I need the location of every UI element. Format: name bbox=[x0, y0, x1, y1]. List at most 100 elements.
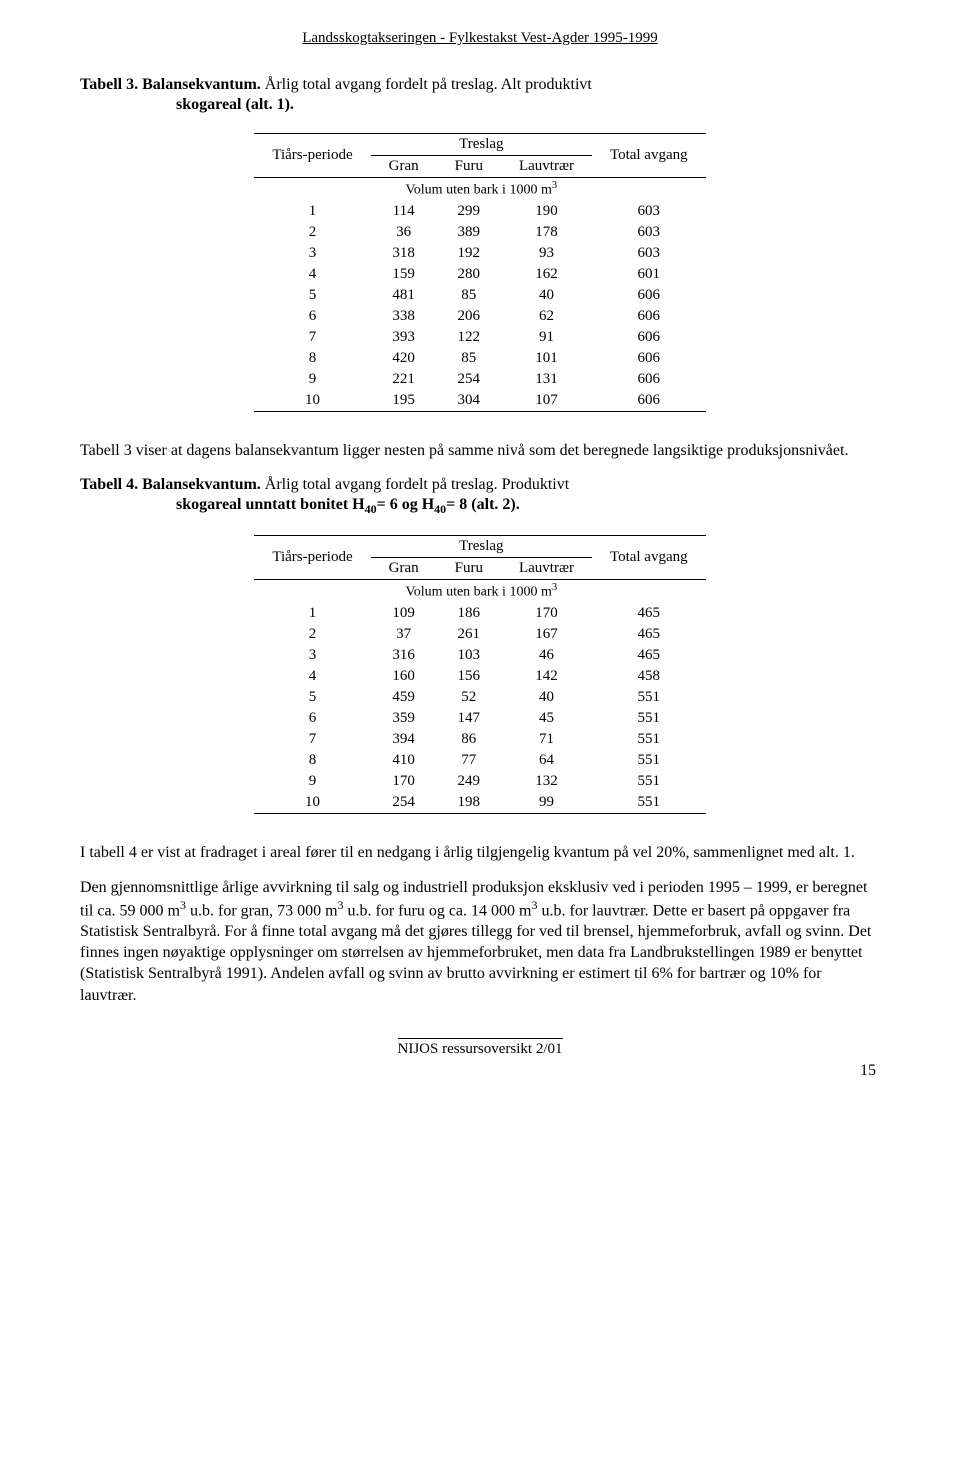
table-row: 54595240551 bbox=[254, 687, 705, 708]
table-row: 331819293603 bbox=[254, 243, 705, 264]
table-cell: 359 bbox=[371, 708, 437, 729]
table-cell: 159 bbox=[371, 264, 437, 285]
table-row: 842085101606 bbox=[254, 348, 705, 369]
table-cell: 458 bbox=[592, 666, 706, 687]
table-cell: 318 bbox=[371, 243, 437, 264]
table-cell: 64 bbox=[501, 750, 592, 771]
table-cell: 221 bbox=[371, 369, 437, 390]
table-cell: 606 bbox=[592, 348, 706, 369]
table-row: 1114299190603 bbox=[254, 201, 705, 222]
table-row: 4159280162601 bbox=[254, 264, 705, 285]
table-cell: 1 bbox=[254, 201, 370, 222]
table-cell: 37 bbox=[371, 624, 437, 645]
table-cell: 6 bbox=[254, 708, 370, 729]
table-cell: 107 bbox=[501, 390, 592, 412]
paragraph-after-table4: I tabell 4 er vist at fradraget i areal … bbox=[80, 842, 880, 863]
paragraph-between-tables: Tabell 3 viser at dagens balansekvantum … bbox=[80, 440, 880, 461]
page-number: 15 bbox=[80, 1062, 880, 1080]
table-cell: 52 bbox=[437, 687, 501, 708]
table-cell: 299 bbox=[437, 201, 501, 222]
table3-group-treslag: Treslag bbox=[371, 134, 592, 156]
table4-caption-rest1: Årlig total avgang fordelt på treslag. P… bbox=[261, 476, 569, 493]
table-cell: 5 bbox=[254, 687, 370, 708]
table3-unit: Volum uten bark i 1000 m3 bbox=[371, 178, 592, 201]
table-cell: 2 bbox=[254, 624, 370, 645]
table-cell: 4 bbox=[254, 264, 370, 285]
table-cell: 8 bbox=[254, 348, 370, 369]
table4-caption-rest2: skogareal unntatt bonitet H40= 6 og H40=… bbox=[176, 495, 880, 517]
table-cell: 249 bbox=[437, 771, 501, 792]
table-row: 331610346465 bbox=[254, 645, 705, 666]
table-cell: 71 bbox=[501, 729, 592, 750]
table-row: 9170249132551 bbox=[254, 771, 705, 792]
table-cell: 1 bbox=[254, 603, 370, 624]
table-cell: 77 bbox=[437, 750, 501, 771]
table-cell: 606 bbox=[592, 327, 706, 348]
table3-caption-rest1: Årlig total avgang fordelt på treslag. A… bbox=[261, 76, 592, 93]
table-row: 1109186170465 bbox=[254, 603, 705, 624]
table-cell: 156 bbox=[437, 666, 501, 687]
table-cell: 7 bbox=[254, 729, 370, 750]
table-cell: 114 bbox=[371, 201, 437, 222]
running-header: Landsskogtakseringen - Fylkestakst Vest-… bbox=[80, 30, 880, 47]
table-cell: 122 bbox=[437, 327, 501, 348]
table-cell: 103 bbox=[437, 645, 501, 666]
table-cell: 606 bbox=[592, 369, 706, 390]
table-cell: 551 bbox=[592, 771, 706, 792]
table3-caption-rest2: skogareal (alt. 1). bbox=[176, 95, 880, 115]
table-cell: 254 bbox=[371, 792, 437, 814]
table-cell: 142 bbox=[501, 666, 592, 687]
table-cell: 551 bbox=[592, 687, 706, 708]
table-cell: 10 bbox=[254, 390, 370, 412]
table-cell: 36 bbox=[371, 222, 437, 243]
table-cell: 603 bbox=[592, 222, 706, 243]
table-cell: 170 bbox=[501, 603, 592, 624]
table3-col-total: Total avgang bbox=[592, 134, 706, 178]
table-cell: 606 bbox=[592, 390, 706, 412]
table4-caption-lead: Tabell 4. Balansekvantum. bbox=[80, 476, 261, 493]
table-row: 84107764551 bbox=[254, 750, 705, 771]
table-row: 54818540606 bbox=[254, 285, 705, 306]
table-cell: 85 bbox=[437, 348, 501, 369]
footer: NIJOS ressursoversikt 2/01 bbox=[80, 1038, 880, 1058]
table-cell: 3 bbox=[254, 243, 370, 264]
table3-col-period: Tiårs-periode bbox=[254, 134, 370, 178]
table-cell: 40 bbox=[501, 687, 592, 708]
table-cell: 3 bbox=[254, 645, 370, 666]
table-cell: 459 bbox=[371, 687, 437, 708]
table-cell: 91 bbox=[501, 327, 592, 348]
table-cell: 316 bbox=[371, 645, 437, 666]
table-cell: 465 bbox=[592, 624, 706, 645]
table-cell: 9 bbox=[254, 771, 370, 792]
table-row: 237261167465 bbox=[254, 624, 705, 645]
table-cell: 4 bbox=[254, 666, 370, 687]
table-cell: 8 bbox=[254, 750, 370, 771]
table-cell: 606 bbox=[592, 285, 706, 306]
table-cell: 254 bbox=[437, 369, 501, 390]
table-cell: 167 bbox=[501, 624, 592, 645]
table4-caption: Tabell 4. Balansekvantum. Årlig total av… bbox=[80, 475, 880, 517]
table4-group-treslag: Treslag bbox=[371, 535, 592, 557]
table-cell: 86 bbox=[437, 729, 501, 750]
table-cell: 393 bbox=[371, 327, 437, 348]
table-cell: 280 bbox=[437, 264, 501, 285]
table-cell: 420 bbox=[371, 348, 437, 369]
table-cell: 551 bbox=[592, 792, 706, 814]
table-cell: 6 bbox=[254, 306, 370, 327]
table-cell: 551 bbox=[592, 750, 706, 771]
table4-col-lauv: Lauvtrær bbox=[501, 557, 592, 579]
table-cell: 7 bbox=[254, 327, 370, 348]
table-row: 633820662606 bbox=[254, 306, 705, 327]
table-cell: 465 bbox=[592, 645, 706, 666]
table-cell: 603 bbox=[592, 201, 706, 222]
table-cell: 192 bbox=[437, 243, 501, 264]
table4-col-furu: Furu bbox=[437, 557, 501, 579]
table4-unit: Volum uten bark i 1000 m3 bbox=[371, 579, 592, 602]
table-cell: 99 bbox=[501, 792, 592, 814]
table3: Tiårs-periode Treslag Total avgang Gran … bbox=[254, 133, 705, 412]
table-cell: 195 bbox=[371, 390, 437, 412]
table3-col-furu: Furu bbox=[437, 156, 501, 178]
table-cell: 62 bbox=[501, 306, 592, 327]
table-cell: 131 bbox=[501, 369, 592, 390]
table-cell: 551 bbox=[592, 708, 706, 729]
